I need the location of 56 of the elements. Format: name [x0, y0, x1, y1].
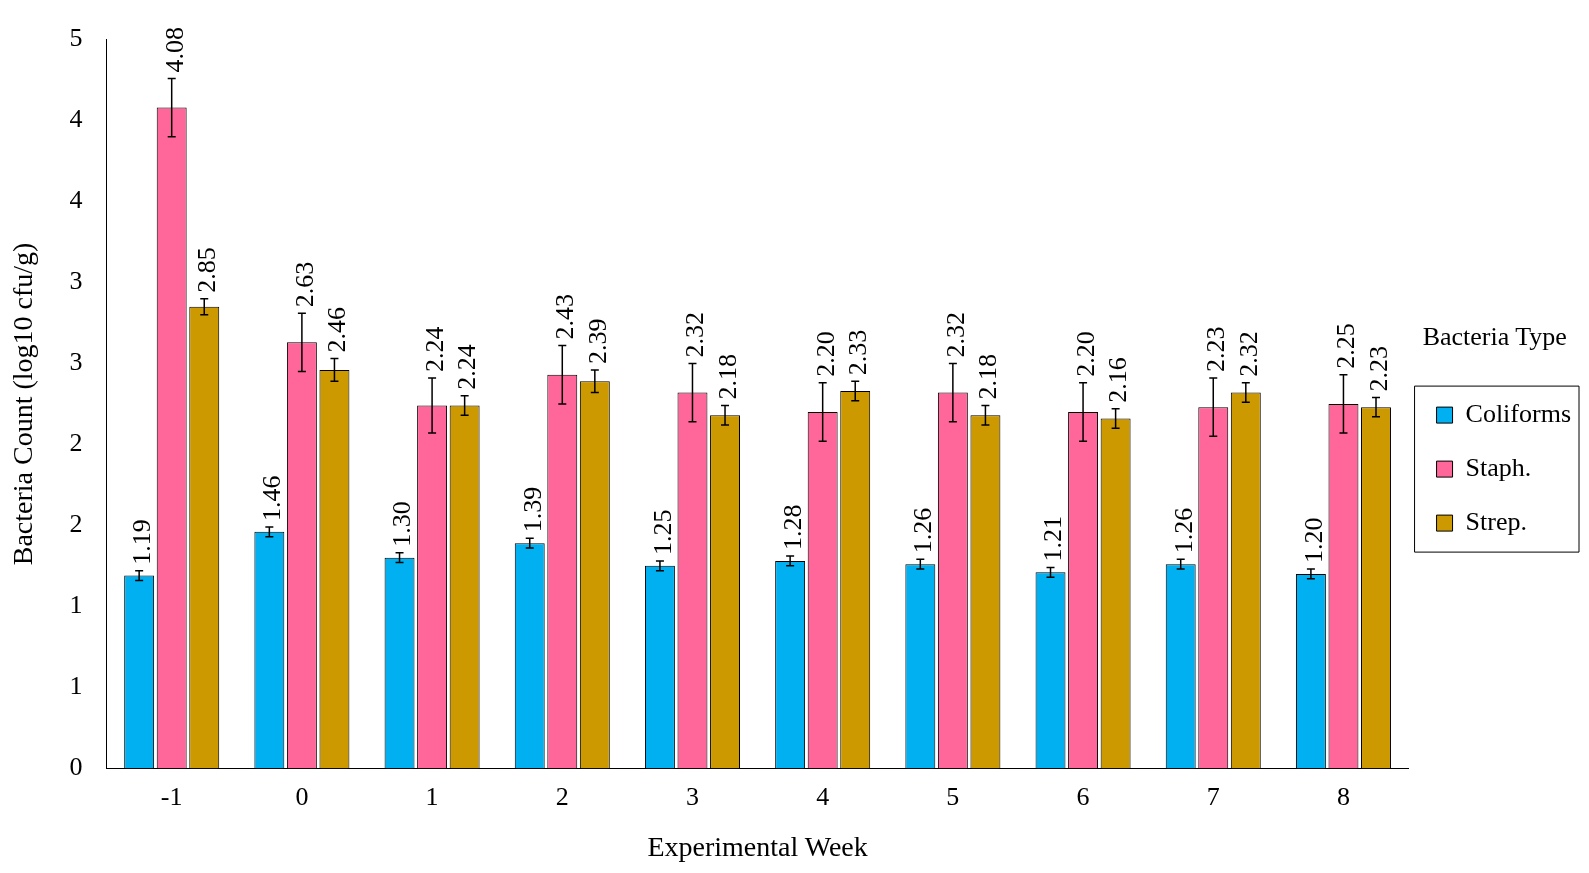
x-tick-label: 1 [425, 781, 439, 811]
y-tick-label: 4 [69, 104, 83, 134]
data-label: 2.23 [1363, 345, 1393, 392]
data-label: 1.26 [1168, 507, 1198, 554]
data-label: 2.16 [1103, 357, 1133, 403]
data-label: 2.32 [680, 311, 710, 358]
data-label: 2.24 [419, 326, 449, 372]
data-label: 2.46 [322, 307, 352, 353]
data-label: 1.39 [517, 486, 547, 533]
y-tick-label: 1 [69, 590, 83, 620]
data-label: 2.43 [550, 294, 580, 340]
data-label: 4.08 [159, 26, 189, 73]
y-tick-label: 3 [69, 266, 83, 296]
x-tick-label: 5 [946, 781, 960, 811]
data-label: 1.30 [387, 501, 417, 547]
data-label: 2.20 [1070, 331, 1100, 377]
x-tick-label: -1 [160, 781, 183, 811]
data-label: 2.23 [1201, 326, 1231, 372]
y-tick-label: 3 [69, 347, 83, 377]
data-label: 2.24 [452, 344, 482, 390]
x-axis-title: Experimental Week [647, 830, 868, 862]
data-label: 2.33 [843, 329, 873, 376]
data-label: 2.18 [712, 354, 742, 400]
x-tick-label: 2 [555, 781, 569, 811]
legend-label: Strep. [1465, 506, 1527, 536]
data-label: 1.26 [908, 507, 938, 554]
y-tick-label: 0 [69, 752, 83, 782]
data-label: 2.32 [1233, 331, 1263, 377]
y-tick-label: 4 [69, 185, 83, 215]
data-label: 1.46 [257, 475, 287, 521]
y-tick-label: 2 [69, 509, 83, 539]
data-label: 2.32 [940, 311, 970, 358]
x-tick-label: 4 [816, 781, 830, 811]
data-label: 2.20 [810, 331, 840, 377]
legend-label: Coliforms [1465, 398, 1572, 428]
x-tick-label: 3 [685, 781, 699, 811]
y-axis-title: Bacteria Count (log10 cfu/g) [7, 242, 39, 566]
x-tick-label: 0 [295, 781, 309, 811]
x-tick-label: 8 [1336, 781, 1350, 811]
data-label: 1.28 [777, 504, 807, 551]
data-label: 1.21 [1038, 515, 1068, 562]
y-tick-label: 2 [69, 428, 83, 458]
data-label: 2.18 [973, 354, 1003, 400]
data-label: 2.25 [1331, 323, 1361, 369]
legend-label: Staph. [1465, 452, 1532, 482]
y-tick-label: 5 [69, 23, 83, 53]
legend-title: Bacteria Type [1422, 321, 1567, 351]
y-tick-label: 1 [69, 671, 83, 701]
data-label: 2.63 [289, 261, 319, 308]
x-tick-label: 7 [1206, 781, 1220, 811]
data-label: 1.19 [126, 519, 156, 565]
data-label: 2.39 [582, 318, 612, 364]
x-tick-label: 6 [1076, 781, 1090, 811]
data-label: 2.85 [192, 247, 222, 293]
data-label: 1.25 [647, 509, 677, 555]
data-label: 1.20 [1298, 517, 1328, 564]
